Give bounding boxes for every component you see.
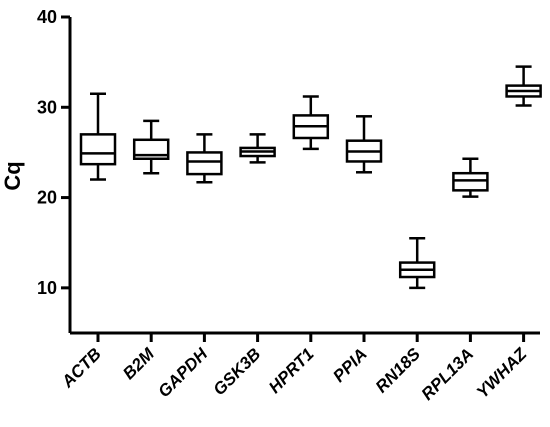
boxes xyxy=(79,65,542,290)
y-axis: 10 20 30 40 xyxy=(37,7,72,333)
box-gsk3b xyxy=(239,133,276,164)
y-axis-title: Cq xyxy=(0,161,25,190)
y-tick-label: 10 xyxy=(37,278,57,298)
x-category-label: RN18S xyxy=(372,344,425,397)
x-category-label: GAPDH xyxy=(154,344,211,401)
box-b2m xyxy=(132,119,170,175)
box-hprt1 xyxy=(292,95,330,151)
x-category-label: ACTB xyxy=(57,344,105,392)
iqr-box xyxy=(186,151,223,176)
box-actb xyxy=(79,92,117,181)
x-category-label: YWHAZ xyxy=(473,344,531,402)
box-rn18s xyxy=(398,236,436,290)
y-tick-label: 20 xyxy=(37,188,57,208)
y-tick-label: 30 xyxy=(37,97,57,117)
box-gapdh xyxy=(186,133,223,184)
box-rpl13a xyxy=(452,157,489,198)
x-category-label: RPL13A xyxy=(418,344,478,404)
x-category-label: B2M xyxy=(119,344,158,383)
y-tick-label: 40 xyxy=(37,7,57,27)
box-ppia xyxy=(345,115,383,174)
iqr-box xyxy=(79,133,117,166)
iqr-box xyxy=(452,171,489,192)
box-ywhaz xyxy=(505,65,542,107)
x-category-label: GSK3B xyxy=(210,344,265,399)
x-category-label: HPRT1 xyxy=(265,344,318,397)
x-category-label: PPIA xyxy=(329,344,370,385)
